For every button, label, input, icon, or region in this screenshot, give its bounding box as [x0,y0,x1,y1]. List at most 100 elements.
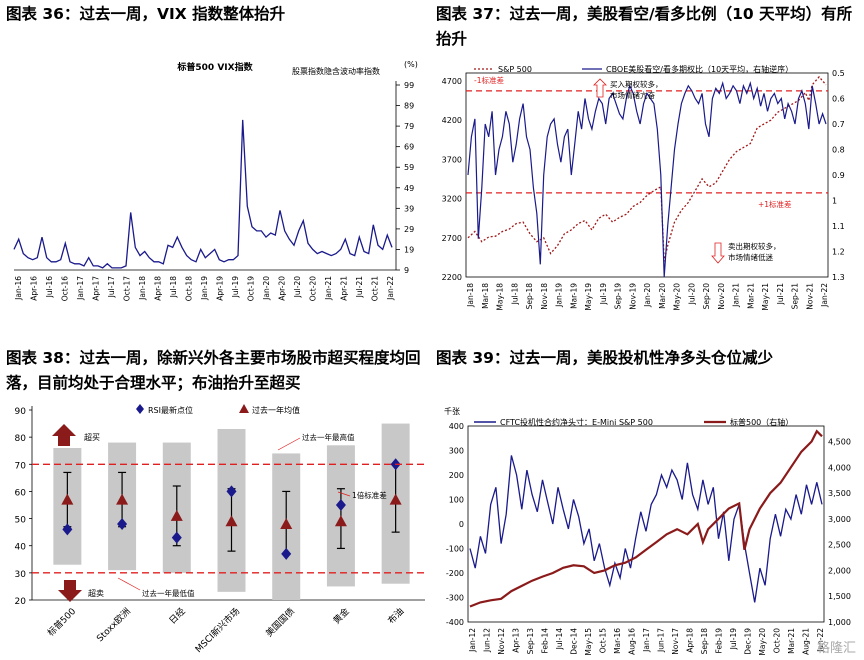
cftc-x-tick: Dec-19 [744,628,753,655]
overbought-label: 超买 [84,432,100,442]
vix-line [13,119,393,269]
y-right-tick: 0.9 [832,171,845,180]
std-label: -1标准差 [474,75,504,85]
vix-x-tick: Jul-19 [231,276,240,299]
legend-mean-marker [239,404,249,413]
right-axis-unit: (%) [404,60,418,69]
y-tick-label: 20 [15,597,27,607]
std-label: 1倍标准差 [352,490,387,500]
y-left-tick: 200 [449,471,464,480]
year-mean-marker [334,515,347,527]
y-left-tick: 3700 [442,155,462,164]
overbought-arrow-icon [52,424,76,446]
rsi-marker [226,485,237,498]
pc-x-tick: Mar-21 [746,283,755,309]
cftc-x-tick: Apr-13 [512,628,521,653]
cftc-x-tick: Jul-14 [555,628,564,651]
category-label: Stoxx欧洲 [94,605,133,644]
chart-title: 标普500 VIX指数 [176,61,253,73]
y-tick-label: 49 [404,184,414,193]
y-left-tick: -100 [446,545,464,554]
y-tick-label: 50 [15,516,27,526]
sp500-line [467,75,827,262]
y-right-tick: 1,500 [828,592,851,601]
pc-x-tick: Jan-18 [466,283,475,308]
cftc-x-tick: Aug-21 [802,628,811,655]
vix-x-tick: Apr-19 [216,276,225,301]
pc-x-tick: Mar-20 [658,283,667,309]
pc-x-tick: Sep-19 [614,283,623,310]
pc-x-tick: Jan-21 [732,283,741,308]
vix-x-tick: Apr-20 [278,276,287,301]
vix-x-tick: Oct-16 [61,276,70,301]
cftc-x-tick: Jun-17 [657,628,666,653]
year-mean-marker [280,518,293,529]
year-high-label: 过去一年最高值 [302,432,355,442]
annotation-bearish: 卖出期权较多，市场情绪低迷 [728,241,781,262]
cftc-x-tick: Sep-18 [700,628,709,655]
y-tick-label: 39 [404,204,414,213]
pc-x-tick: Jan-22 [820,283,829,308]
y-tick-label: 70 [15,461,27,471]
y-left-tick: 3200 [442,195,462,204]
vix-x-tick: Oct-21 [371,276,380,301]
pc-x-tick: Jul-18 [510,283,519,306]
vix-x-tick: Jan-20 [262,276,271,301]
legend-putcall: CBOE美股看空/看多期权比（10天平均，右轴逆序） [606,64,793,74]
year-mean-marker [61,493,74,505]
y-left-tick: -300 [446,594,464,603]
cftc-x-tick: May-20 [758,628,767,656]
cftc-x-tick: Jul-19 [729,628,738,651]
y-tick-label: 79 [404,122,414,131]
vix-x-tick: Jul-21 [355,276,364,299]
pc-x-tick: Jan-20 [643,283,652,308]
cftc-x-tick: Oct-15 [599,628,608,653]
pc-x-tick: Nov-18 [540,283,549,310]
pc-x-tick: May-21 [761,283,770,311]
legend-sp500: S&P 500 [498,65,532,74]
year-mean-marker [389,493,402,505]
vix-x-tick: Apr-17 [92,276,101,301]
y-left-tick: 100 [449,496,464,505]
vix-x-tick: Oct-19 [247,276,256,301]
legend-rsi: RSI最新点位 [148,405,193,415]
pc-x-tick: Nov-20 [717,283,726,310]
y-right-tick: 2,500 [828,541,851,550]
pc-x-tick: Nov-21 [805,283,814,310]
vix-x-tick: Jan-18 [138,276,147,301]
plot-frame [465,72,829,278]
y-tick-label: 29 [404,225,414,234]
cftc-line [469,455,823,603]
y-right-tick: 1.3 [832,273,845,282]
vix-x-tick: Jan-19 [200,276,209,301]
y-right-tick: 0.6 [832,95,845,104]
fig37-title: 图表 37：过去一周，美股看空/看多比例（10 天平均）有所抬升 [436,5,853,48]
pointer-line [117,577,141,591]
pc-x-tick: Jul-21 [776,283,785,306]
arrow-down-icon [711,242,725,264]
std-label: +1标准差 [758,199,792,209]
vix-x-tick: Jan-21 [324,276,333,301]
cftc-x-tick: Mar-21 [787,628,796,654]
rsi-marker [62,523,73,536]
rsi-marker [171,531,182,544]
pc-x-tick: May-20 [673,283,682,311]
y-left-tick: -400 [446,618,464,627]
fig36-title: 图表 36：过去一周，VIX 指数整体抬升 [6,5,286,23]
put-call-line [467,80,827,278]
y-tick-label: 99 [404,81,414,90]
legend-rsi-marker [136,404,144,414]
oversold-arrow-icon [58,580,82,602]
y-tick-label: 40 [15,543,27,553]
cftc-x-tick: Jan-22 [816,628,825,653]
y-right-tick: 3,500 [828,489,851,498]
sp500-line [469,429,823,608]
fig38-title: 图表 38：过去一周，除新兴外各主要市场股市超买程度均回落，目前均处于合理水平；… [6,349,421,392]
y-right-tick: 1,000 [828,618,851,627]
right-axis-label: 股票指数隐含波动率指数 [292,66,380,76]
plot-frame [467,425,825,623]
y-right-tick: 0.5 [832,69,845,78]
category-label: 布油 [385,605,406,626]
rsi-marker [117,518,128,530]
pc-x-tick: Jul-19 [599,283,608,306]
